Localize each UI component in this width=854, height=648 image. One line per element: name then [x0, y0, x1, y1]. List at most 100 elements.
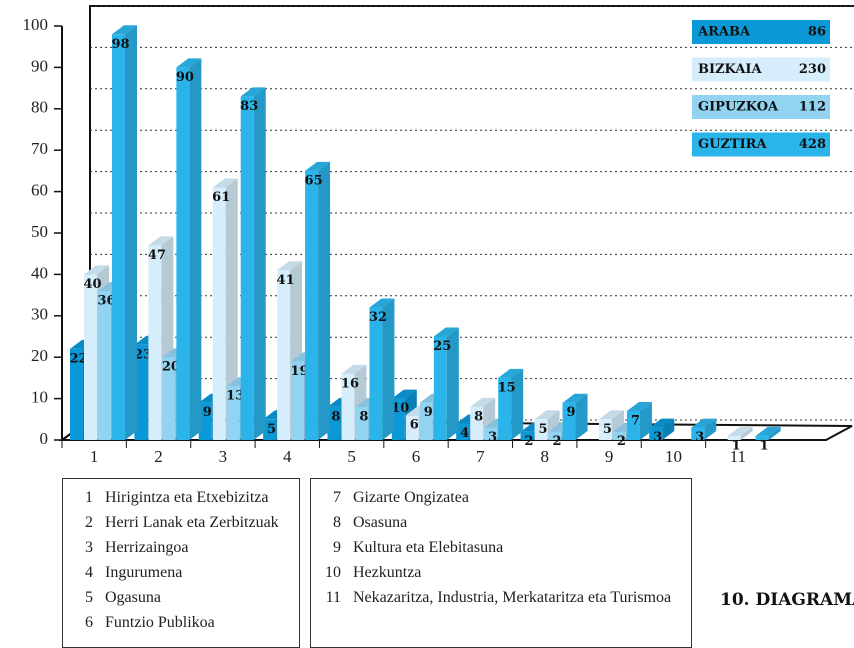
bar-top [277, 261, 303, 271]
bar-side [125, 25, 137, 441]
data-label: 9 [424, 405, 433, 420]
bar-front [456, 423, 470, 440]
bar-front [341, 373, 355, 440]
key-number: 11 [325, 589, 341, 606]
bar [212, 178, 238, 440]
bar-side [740, 426, 753, 440]
bar [240, 87, 266, 440]
bar-side [662, 418, 675, 440]
x-tick-label: 2 [154, 447, 163, 466]
key-box: 1 Hirigintza eta Etxebizitza 2 Herri Lanak … [62, 478, 300, 648]
data-label: 2 [525, 434, 534, 449]
bar-top [112, 25, 137, 35]
bar [755, 426, 781, 440]
x-tick-label: 6 [412, 447, 421, 466]
data-label: 25 [433, 339, 451, 354]
bar-front [112, 34, 125, 440]
bar-front [612, 431, 626, 440]
bar-front [98, 290, 111, 440]
key-name: Funtzio Publikoa [105, 614, 215, 631]
key-number: 6 [85, 614, 93, 631]
bar-front [355, 406, 369, 440]
key-row: 2 Herri Lanak eta Zerbitzuak [63, 510, 299, 535]
bar-top [148, 236, 174, 246]
bar-front [291, 361, 305, 440]
bar-front [534, 419, 548, 440]
bar [691, 418, 717, 440]
bar-top [626, 402, 652, 412]
x-tick-label: 11 [730, 447, 746, 466]
data-label: 2 [617, 434, 626, 449]
bar-top [391, 389, 417, 399]
data-label: 4 [460, 426, 469, 441]
bar [369, 298, 395, 440]
data-label: 41 [277, 273, 295, 288]
legend-name: ARABA [697, 25, 751, 40]
data-label: 5 [539, 422, 548, 437]
data-label: 5 [603, 422, 612, 437]
bar-front [84, 274, 97, 440]
bar-front [162, 357, 176, 440]
bar-top [341, 364, 367, 374]
key-number: 2 [85, 514, 93, 531]
key-name: Ingurumena [105, 564, 183, 581]
bar-side [768, 426, 781, 440]
bar-side [704, 418, 717, 440]
key-number: 1 [85, 489, 93, 506]
bar-front [240, 96, 254, 440]
key-number: 5 [85, 589, 93, 606]
x-tick-label: 10 [665, 447, 682, 466]
x-tick-label: 9 [605, 447, 614, 466]
data-label: 5 [267, 422, 276, 437]
data-label: 83 [240, 99, 258, 114]
key-row: 7 Gizarte Ongizatea [311, 485, 691, 510]
bar-front [226, 386, 240, 440]
bar-top [212, 178, 238, 188]
x-tick-label: 1 [90, 447, 99, 466]
bar-front [263, 419, 277, 440]
legend-swatch [692, 57, 830, 82]
y-tick-label: 10 [31, 388, 48, 407]
legend-total: 86 [808, 25, 826, 40]
data-label: 20 [162, 360, 180, 375]
data-label: 16 [341, 376, 359, 391]
legend-swatch [692, 20, 830, 44]
data-label: 1 [760, 438, 769, 453]
data-label: 40 [83, 277, 101, 292]
bar [433, 327, 459, 440]
data-label: 61 [212, 190, 230, 205]
bar [649, 418, 675, 440]
data-label: 10 [391, 401, 409, 416]
bar-side [253, 87, 266, 440]
bar-front [327, 406, 341, 440]
legend-total: 112 [799, 100, 826, 115]
bar-front [419, 402, 433, 440]
y-tick-label: 90 [31, 56, 48, 75]
bar-front [498, 377, 512, 440]
bar-side [189, 58, 202, 441]
key-number: 10 [325, 564, 341, 581]
bar [498, 368, 524, 440]
data-label: 32 [369, 310, 387, 325]
bar-top [176, 58, 202, 68]
data-label: 1 [732, 438, 741, 453]
bar-front [70, 348, 83, 440]
data-label: 13 [226, 389, 244, 404]
key-row: 1 Hirigintza eta Etxebizitza [63, 485, 299, 510]
bar-side [639, 402, 652, 440]
key-row: 6 Funtzio Publikoa [63, 610, 299, 635]
data-label: 15 [498, 380, 516, 395]
bar-front [433, 336, 447, 440]
bar-front [649, 427, 663, 440]
key-row: 4 Ingurumena [63, 560, 299, 585]
bar-top [755, 426, 781, 436]
y-tick-label: 20 [31, 346, 48, 365]
data-label: 36 [97, 293, 115, 308]
x-tick-label: 5 [347, 447, 356, 466]
bar-front [691, 427, 705, 440]
data-label: 8 [331, 409, 340, 424]
legend-total: 428 [799, 137, 826, 152]
data-label: 6 [410, 418, 419, 433]
y-tick-label: 50 [31, 222, 48, 241]
key-row: 3 Herrizaingoa [63, 535, 299, 560]
